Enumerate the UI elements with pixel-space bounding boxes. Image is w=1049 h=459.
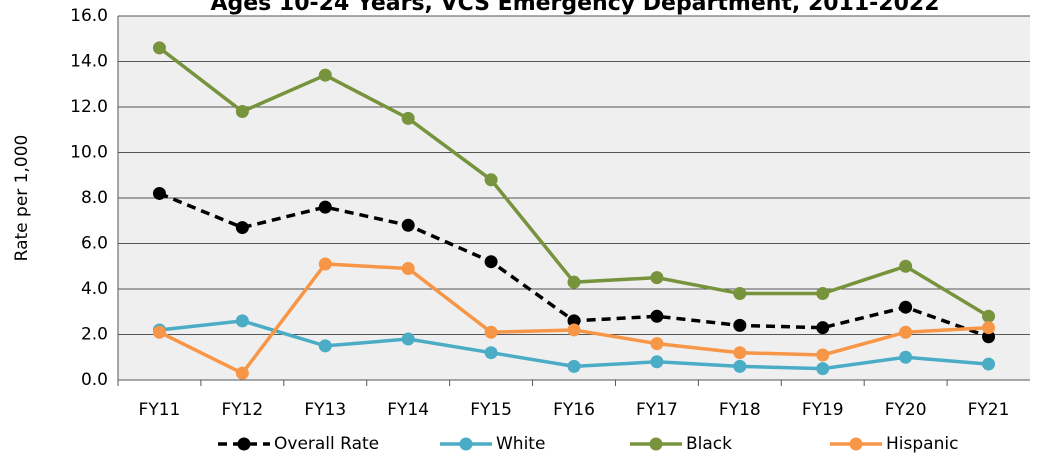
point bbox=[152, 41, 166, 55]
point bbox=[401, 332, 415, 346]
point bbox=[567, 359, 581, 373]
y-tick-label: 0.0 bbox=[81, 370, 108, 390]
point bbox=[484, 173, 498, 187]
point bbox=[567, 314, 581, 328]
point bbox=[567, 323, 581, 337]
point bbox=[235, 314, 249, 328]
x-tick-label: FY12 bbox=[221, 400, 263, 420]
point bbox=[899, 350, 913, 364]
point bbox=[318, 68, 332, 82]
legend-label: Black bbox=[686, 434, 732, 454]
point bbox=[733, 346, 747, 360]
point bbox=[650, 337, 664, 351]
y-tick-label: 10.0 bbox=[70, 143, 108, 163]
point bbox=[650, 271, 664, 285]
point bbox=[318, 339, 332, 353]
y-tick-label: 8.0 bbox=[81, 188, 108, 208]
point bbox=[235, 221, 249, 235]
point bbox=[816, 348, 830, 362]
x-tick-label: FY19 bbox=[802, 400, 844, 420]
x-tick-label: FY17 bbox=[636, 400, 678, 420]
y-tick-label: 12.0 bbox=[70, 97, 108, 117]
y-tick-label: 2.0 bbox=[81, 325, 108, 345]
point bbox=[484, 325, 498, 339]
point bbox=[401, 111, 415, 125]
point bbox=[733, 318, 747, 332]
point bbox=[650, 355, 664, 369]
point bbox=[401, 218, 415, 232]
point bbox=[982, 309, 996, 323]
y-tick-label: 4.0 bbox=[81, 279, 108, 299]
point bbox=[982, 357, 996, 371]
point bbox=[152, 325, 166, 339]
point bbox=[152, 186, 166, 200]
point bbox=[899, 259, 913, 273]
y-tick-label: 16.0 bbox=[70, 6, 108, 26]
y-tick-label: 14.0 bbox=[70, 52, 108, 72]
point bbox=[899, 325, 913, 339]
x-tick-label: FY14 bbox=[387, 400, 429, 420]
y-axis-label: Rate per 1,000 bbox=[12, 135, 32, 262]
point bbox=[567, 275, 581, 289]
point bbox=[816, 321, 830, 335]
point bbox=[484, 255, 498, 269]
point bbox=[650, 309, 664, 323]
legend-label: Overall Rate bbox=[274, 434, 379, 454]
legend-marker bbox=[649, 437, 663, 451]
y-tick-label: 6.0 bbox=[81, 234, 108, 254]
point bbox=[235, 366, 249, 380]
point bbox=[816, 287, 830, 301]
point bbox=[235, 105, 249, 119]
point bbox=[982, 330, 996, 344]
x-tick-label: FY16 bbox=[553, 400, 595, 420]
x-tick-label: FY18 bbox=[719, 400, 761, 420]
point bbox=[982, 321, 996, 335]
legend-label: White bbox=[496, 434, 545, 454]
legend-marker bbox=[849, 437, 863, 451]
point bbox=[318, 200, 332, 214]
point bbox=[318, 257, 332, 271]
chart-title: Ages 10-24 Years, VCS Emergency Departme… bbox=[210, 0, 939, 16]
x-tick-label: FY20 bbox=[885, 400, 927, 420]
point bbox=[401, 262, 415, 276]
point bbox=[816, 362, 830, 376]
legend-label: Hispanic bbox=[886, 434, 958, 454]
point bbox=[899, 300, 913, 314]
point bbox=[733, 287, 747, 301]
legend-marker bbox=[237, 437, 251, 451]
point bbox=[484, 346, 498, 360]
x-tick-label: FY13 bbox=[304, 400, 346, 420]
legend-marker bbox=[459, 437, 473, 451]
x-tick-label: FY21 bbox=[968, 400, 1010, 420]
x-tick-label: FY11 bbox=[139, 400, 181, 420]
point bbox=[733, 359, 747, 373]
x-tick-label: FY15 bbox=[470, 400, 512, 420]
